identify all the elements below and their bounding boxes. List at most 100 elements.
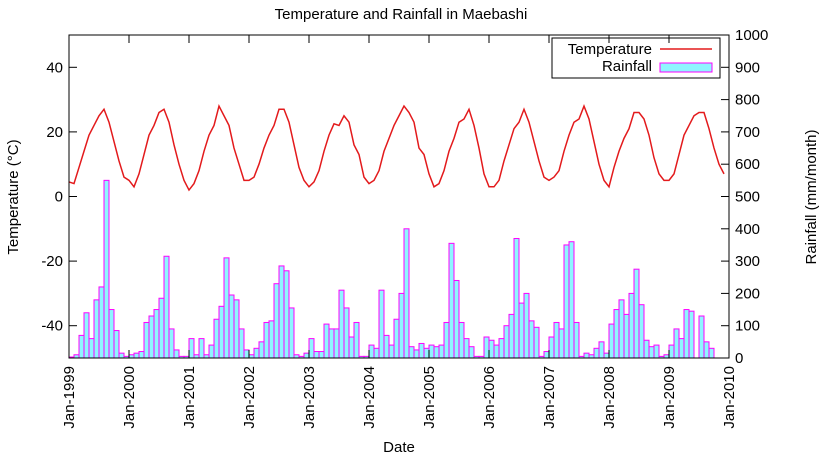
rainfall-bar — [288, 307, 295, 359]
y-tick-label-right: 700 — [735, 124, 760, 141]
rainfall-bar — [303, 352, 310, 359]
y-tick-label-left: -40 — [41, 318, 63, 335]
rainfall-bar — [688, 310, 695, 359]
rainfall-bar — [133, 352, 140, 359]
rainfall-bar — [618, 299, 625, 359]
rainfall-bar — [443, 321, 450, 359]
rainfall-bar — [418, 342, 425, 359]
rainfall-bar — [168, 328, 175, 359]
x-tick-label: Jan-2005 — [421, 366, 438, 429]
rainfall-bar — [438, 344, 445, 359]
x-tick-label: Jan-2010 — [721, 366, 738, 429]
rainfall-bar — [153, 309, 160, 359]
rainfall-bar — [268, 320, 275, 359]
rainfall-bar — [533, 326, 540, 359]
rainfall-bar — [403, 228, 410, 359]
rainfall-bar — [628, 292, 635, 359]
x-axis-title: Date — [383, 439, 415, 456]
y-tick-label-right: 500 — [735, 189, 760, 206]
x-tick-label: Jan-2002 — [241, 366, 258, 429]
rainfall-bar — [463, 338, 470, 359]
rainfall-bar — [158, 297, 165, 359]
rainfall-bar — [243, 349, 250, 359]
rainfall-bar — [93, 299, 100, 359]
x-tick-label: Jan-2004 — [361, 366, 378, 429]
y-axis-title-right: Rainfall (mm/month) — [803, 129, 820, 264]
y-tick-label-left: 20 — [46, 124, 63, 141]
rainfall-bar — [273, 283, 280, 359]
temperature-line — [68, 103, 725, 192]
rainfall-bar — [413, 349, 420, 359]
y-tick-label-right: 1000 — [735, 27, 768, 44]
y-tick-label-right: 300 — [735, 253, 760, 270]
rainfall-bar — [633, 268, 640, 359]
legend-label-temperature: Temperature — [568, 41, 652, 58]
rainfall-bar — [488, 339, 495, 359]
x-tick-label: Jan-2000 — [121, 366, 138, 429]
y-axis-title-left: Temperature (°C) — [5, 139, 22, 254]
rainfall-bar — [483, 336, 490, 359]
legend-swatch-rainfall — [659, 62, 713, 73]
x-tick-label: Jan-2009 — [661, 366, 678, 429]
rainfall-bar — [498, 338, 505, 359]
y-tick-label-left: 0 — [55, 189, 63, 206]
rainfall-bar — [148, 315, 155, 359]
y-tick-label-left: 40 — [46, 59, 63, 76]
rainfall-bar — [108, 309, 115, 359]
rainfall-bar — [638, 304, 645, 359]
rainfall-bar — [698, 315, 705, 359]
rainfall-bar — [283, 270, 290, 359]
rainfall-bar — [343, 307, 350, 359]
rainfall-bar — [138, 351, 145, 359]
rainfall-bar — [433, 346, 440, 359]
rainfall-bar — [703, 341, 710, 359]
rainfall-bar — [453, 279, 460, 359]
rainfall-bar — [173, 349, 180, 359]
rainfall-bar — [673, 328, 680, 359]
rainfall-bar — [523, 292, 530, 359]
y-tick-label-right: 900 — [735, 59, 760, 76]
rainfall-bar — [238, 328, 245, 359]
rainfall-bar — [503, 325, 510, 359]
rainfall-bar — [318, 351, 325, 359]
temperature-line-layer — [68, 103, 725, 192]
rainfall-bar — [563, 244, 570, 359]
rainfall-bar — [548, 336, 555, 359]
rainfall-bar — [393, 318, 400, 359]
x-tick-label: Jan-1999 — [61, 366, 78, 429]
rainfall-bar — [598, 341, 605, 359]
rainfall-bar — [188, 338, 195, 359]
rainfall-bar — [348, 336, 355, 359]
rainfall-bar — [323, 323, 330, 359]
rainfall-bar — [678, 338, 685, 359]
rainfall-bar — [373, 347, 380, 359]
rainfall-bar — [98, 286, 105, 359]
x-tick-label: Jan-2006 — [481, 366, 498, 429]
rainfall-bar — [558, 328, 565, 359]
chart-title: Temperature and Rainfall in Maebashi — [275, 6, 528, 23]
rainfall-bar — [253, 347, 260, 359]
x-tick-label: Jan-2007 — [541, 366, 558, 429]
rainfall-bar — [668, 344, 675, 359]
rainfall-bar — [383, 334, 390, 359]
y-tick-label-right: 800 — [735, 92, 760, 109]
rainfall-bar — [198, 338, 205, 359]
rainfall-bar — [648, 346, 655, 359]
rainfall-bar — [213, 318, 220, 359]
rainfall-bar — [328, 328, 335, 359]
rainfall-bar — [233, 299, 240, 359]
rainfall-bar — [593, 347, 600, 359]
x-tick-label: Jan-2003 — [301, 366, 318, 429]
y-tick-label-right: 200 — [735, 285, 760, 302]
y-tick-label-right: 100 — [735, 318, 760, 335]
rainfall-bar — [143, 321, 150, 359]
rainfall-bar — [623, 313, 630, 359]
rainfall-bar — [78, 334, 85, 359]
rainfall-bar — [163, 255, 170, 359]
rainfall-bar — [308, 338, 315, 359]
rainfall-bar — [543, 351, 550, 359]
rainfall-bar — [378, 289, 385, 359]
rainfall-bar — [278, 265, 285, 359]
